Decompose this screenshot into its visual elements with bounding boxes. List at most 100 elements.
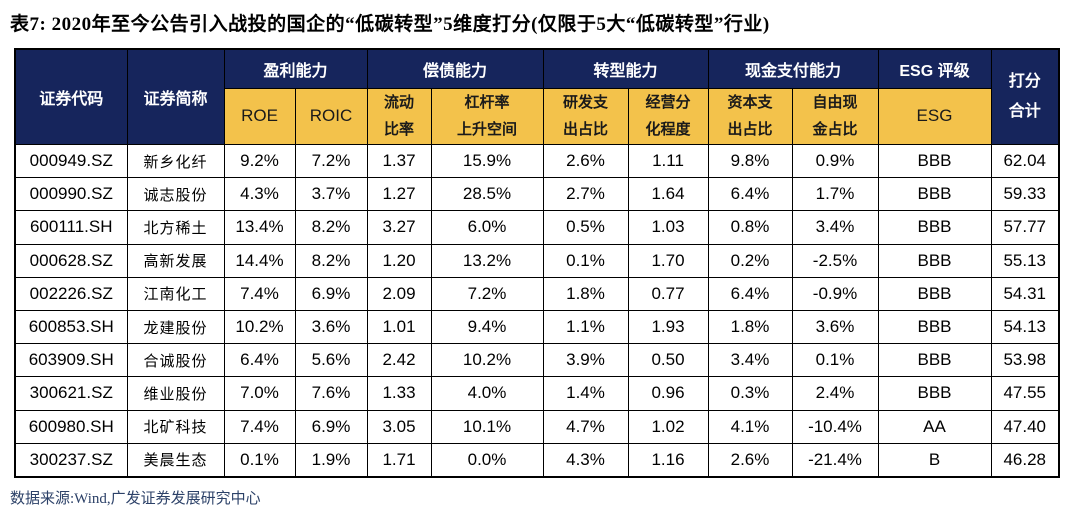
table-row: 002226.SZ 江南化工 7.4% 6.9% 2.09 7.2% 1.8% 0.77 6.4… bbox=[14, 276, 1060, 311]
cell-name: 高新发展 bbox=[126, 243, 225, 278]
cell-roe: 7.0% bbox=[223, 376, 296, 411]
cell-roe: 6.4% bbox=[223, 343, 296, 378]
cell-current-ratio: 1.71 bbox=[366, 442, 432, 478]
cell-rd-expense-ratio: 4.3% bbox=[542, 442, 629, 478]
table-row: 600980.SH 北矿科技 7.4% 6.9% 3.05 10.1% 4.7% 1.02 4.… bbox=[14, 409, 1060, 444]
header-roic: ROIC bbox=[294, 88, 368, 145]
cell-roe: 10.2% bbox=[223, 309, 296, 345]
table-row: 603909.SH 合诚股份 6.4% 5.6% 2.42 10.2% 3.9% 0.50 3.… bbox=[14, 343, 1060, 378]
cell-total-score: 59.33 bbox=[990, 177, 1060, 212]
cell-operating-divergence: 1.93 bbox=[627, 309, 709, 345]
cell-name: 合诚股份 bbox=[126, 343, 225, 378]
cell-roe: 0.1% bbox=[223, 442, 296, 478]
cell-esg-rating: BBB bbox=[877, 210, 992, 245]
cell-capex-ratio: 0.2% bbox=[707, 243, 793, 278]
cell-leverage-upside: 10.1% bbox=[430, 409, 544, 444]
cell-code: 002226.SZ bbox=[14, 276, 128, 311]
cell-current-ratio: 1.27 bbox=[366, 177, 432, 212]
cell-fcf-ratio: 0.1% bbox=[791, 343, 879, 378]
cell-code: 603909.SH bbox=[14, 343, 128, 378]
header-group-transformation: 转型能力 bbox=[542, 48, 709, 89]
cell-code: 600111.SH bbox=[14, 210, 128, 245]
cell-capex-ratio: 1.8% bbox=[707, 309, 793, 345]
header-esg: ESG bbox=[877, 88, 992, 145]
cell-rd-expense-ratio: 1.4% bbox=[542, 376, 629, 411]
cell-current-ratio: 1.01 bbox=[366, 309, 432, 345]
cell-rd-expense-ratio: 0.5% bbox=[542, 210, 629, 245]
cell-roe: 7.4% bbox=[223, 409, 296, 444]
cell-esg-rating: BBB bbox=[877, 276, 992, 311]
cell-leverage-upside: 4.0% bbox=[430, 376, 544, 411]
cell-operating-divergence: 1.64 bbox=[627, 177, 709, 212]
table-row: 600111.SH 北方稀土 13.4% 8.2% 3.27 6.0% 0.5% 1.03 0.… bbox=[14, 210, 1060, 245]
low-carbon-score-table: 证券代码 证券简称 盈利能力 偿债能力 转型能力 现金支付能力 ESG 评级 打… bbox=[14, 48, 1060, 478]
cell-fcf-ratio: -2.5% bbox=[791, 243, 879, 278]
header-sub-row: ROE ROIC 流动 比率 杠杆率 上升空间 研发支 出占比 经营分 化程度 … bbox=[15, 88, 1059, 145]
cell-roic: 8.2% bbox=[294, 210, 368, 245]
cell-total-score: 55.13 bbox=[990, 243, 1060, 278]
cell-current-ratio: 3.05 bbox=[366, 409, 432, 444]
cell-roic: 7.2% bbox=[294, 143, 368, 179]
cell-leverage-upside: 9.4% bbox=[430, 309, 544, 345]
cell-code: 600980.SH bbox=[14, 409, 128, 444]
cell-fcf-ratio: 3.4% bbox=[791, 210, 879, 245]
cell-esg-rating: BBB bbox=[877, 177, 992, 212]
cell-fcf-ratio: 0.9% bbox=[791, 143, 879, 179]
cell-total-score: 47.55 bbox=[990, 376, 1060, 411]
table-row: 000990.SZ 诚志股份 4.3% 3.7% 1.27 28.5% 2.7% 1.64 6.… bbox=[14, 177, 1060, 212]
header-group-profitability: 盈利能力 bbox=[223, 48, 368, 89]
cell-current-ratio: 1.20 bbox=[366, 243, 432, 278]
cell-name: 维业股份 bbox=[126, 376, 225, 411]
cell-roe: 13.4% bbox=[223, 210, 296, 245]
cell-leverage-upside: 13.2% bbox=[430, 243, 544, 278]
cell-code: 000949.SZ bbox=[14, 143, 128, 179]
cell-name: 美晨生态 bbox=[126, 442, 225, 478]
cell-esg-rating: BBB bbox=[877, 343, 992, 378]
table-title: 表7: 2020年至今公告引入战投的国企的“低碳转型”5维度打分(仅限于5大“低… bbox=[10, 14, 770, 35]
cell-leverage-upside: 6.0% bbox=[430, 210, 544, 245]
cell-rd-expense-ratio: 4.7% bbox=[542, 409, 629, 444]
cell-leverage-upside: 10.2% bbox=[430, 343, 544, 378]
table-row: 000949.SZ 新乡化纤 9.2% 7.2% 1.37 15.9% 2.6% 1.11 9.… bbox=[14, 143, 1060, 179]
cell-code: 300237.SZ bbox=[14, 442, 128, 478]
cell-esg-rating: BBB bbox=[877, 376, 992, 411]
table-row: 300237.SZ 美晨生态 0.1% 1.9% 1.71 0.0% 4.3% 1.16 2.6… bbox=[14, 442, 1060, 478]
cell-esg-rating: B bbox=[877, 442, 992, 478]
table-row: 000628.SZ 高新发展 14.4% 8.2% 1.20 13.2% 0.1% 1.70 0… bbox=[14, 243, 1060, 278]
cell-roe: 7.4% bbox=[223, 276, 296, 311]
cell-rd-expense-ratio: 2.6% bbox=[542, 143, 629, 179]
cell-rd-expense-ratio: 1.8% bbox=[542, 276, 629, 311]
cell-capex-ratio: 3.4% bbox=[707, 343, 793, 378]
header-group-row: 证券代码 证券简称 盈利能力 偿债能力 转型能力 现金支付能力 ESG 评级 打… bbox=[14, 48, 1060, 145]
cell-current-ratio: 2.09 bbox=[366, 276, 432, 311]
cell-total-score: 57.77 bbox=[990, 210, 1060, 245]
cell-fcf-ratio: -21.4% bbox=[791, 442, 879, 478]
cell-capex-ratio: 4.1% bbox=[707, 409, 793, 444]
cell-capex-ratio: 9.8% bbox=[707, 143, 793, 179]
cell-current-ratio: 1.33 bbox=[366, 376, 432, 411]
cell-roic: 3.7% bbox=[294, 177, 368, 212]
header-fcf-ratio: 自由现 金占比 bbox=[791, 88, 879, 145]
cell-roic: 6.9% bbox=[294, 276, 368, 311]
cell-esg-rating: BBB bbox=[877, 309, 992, 345]
cell-fcf-ratio: 3.6% bbox=[791, 309, 879, 345]
cell-total-score: 47.40 bbox=[990, 409, 1060, 444]
cell-name: 诚志股份 bbox=[126, 177, 225, 212]
cell-roic: 5.6% bbox=[294, 343, 368, 378]
cell-total-score: 46.28 bbox=[990, 442, 1060, 478]
cell-name: 新乡化纤 bbox=[126, 143, 225, 179]
cell-leverage-upside: 7.2% bbox=[430, 276, 544, 311]
cell-fcf-ratio: 2.4% bbox=[791, 376, 879, 411]
cell-rd-expense-ratio: 3.9% bbox=[542, 343, 629, 378]
header-security-code: 证券代码 bbox=[14, 48, 128, 145]
header-group-esg-rating: ESG 评级 bbox=[877, 48, 992, 89]
cell-roic: 8.2% bbox=[294, 243, 368, 278]
cell-leverage-upside: 28.5% bbox=[430, 177, 544, 212]
cell-operating-divergence: 1.11 bbox=[627, 143, 709, 179]
cell-operating-divergence: 1.02 bbox=[627, 409, 709, 444]
cell-roe: 9.2% bbox=[223, 143, 296, 179]
cell-roe: 14.4% bbox=[223, 243, 296, 278]
cell-total-score: 54.31 bbox=[990, 276, 1060, 311]
header-rd-expense-ratio: 研发支 出占比 bbox=[542, 88, 629, 145]
